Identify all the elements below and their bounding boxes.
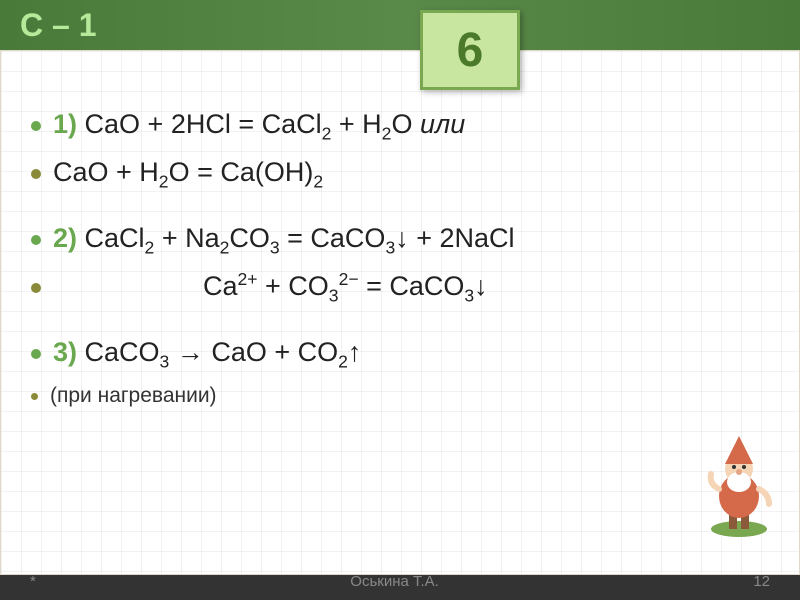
bullet-icon [31,349,41,359]
equation-1: 1) CaO + 2HCl = CaCl2 + H2O или [31,106,769,146]
bullet-icon [31,283,41,293]
equation-note: (при нагревании) [31,382,769,410]
equation-2: 2) CaCl2 + Na2CO3 = CaCO3↓ + 2NaCl [31,220,769,260]
header-title: С – 1 [20,7,96,44]
eq3-number: 3) [53,337,77,367]
eq1b-text: CaO + H2O = Ca(OH)2 [53,154,323,194]
equation-2b: Ca2+ + CO32− = CaCO3↓ [31,268,769,308]
eq2b-text: Ca2+ + CO32− = CaCO3↓ [53,268,488,308]
footer-page: 12 [753,573,770,590]
eq1-number: 1) [53,109,77,139]
eq2-number: 2) [53,223,77,253]
slide-number: 6 [457,23,484,78]
footer-asterisk: * [30,573,36,590]
footer-author: Оськина Т.А. [350,573,439,590]
bullet-icon [31,121,41,131]
equation-3: 3) CaCO3 → CaO + CO2↑ [31,334,769,374]
eq2-text: CaCl2 + Na2CO3 = CaCO3↓ + 2NaCl [85,223,515,253]
bullet-icon [31,393,38,400]
note-text: (при нагревании) [50,382,217,410]
content-area: 1) CaO + 2HCl = CaCl2 + H2O или CaO + H2… [0,50,800,575]
eq3-text: CaCO3 → CaO + CO2↑ [85,337,362,367]
eq1-or: или [420,109,465,139]
footer: * Оськина Т.А. 12 [0,573,800,590]
equation-1b: CaO + H2O = Ca(OH)2 [31,154,769,194]
bullet-icon [31,235,41,245]
eq1-text: CaO + 2HCl = CaCl2 + H2O [85,109,413,139]
slide-number-badge: 6 [420,10,520,90]
gnome-icon [699,434,779,544]
header-bar: С – 1 [0,0,800,50]
bullet-icon [31,169,41,179]
